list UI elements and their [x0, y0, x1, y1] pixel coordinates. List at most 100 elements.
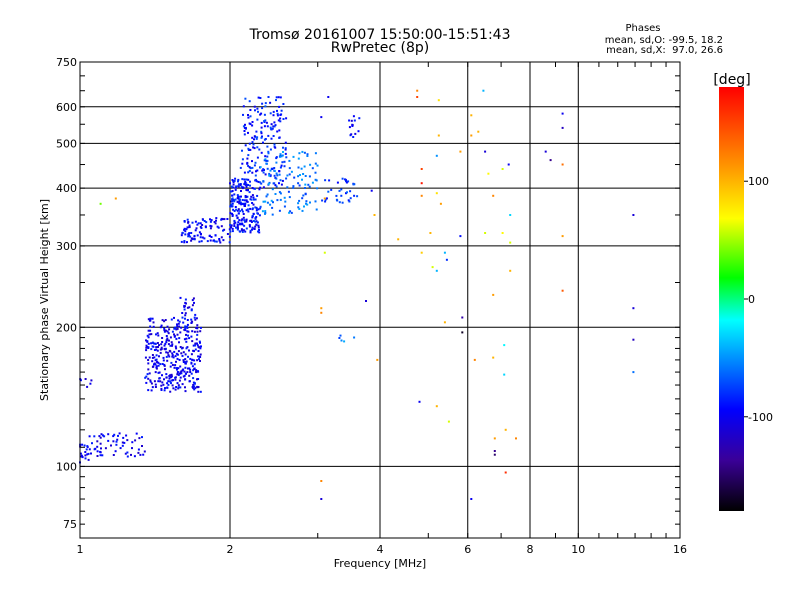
y-axis-label: Stationary phase Virtual Height [km]	[38, 199, 51, 401]
data-point	[213, 240, 216, 243]
data-point	[191, 237, 194, 240]
data-point	[177, 386, 180, 389]
data-point	[301, 178, 303, 181]
data-point	[237, 178, 240, 181]
scatter-points	[79, 89, 635, 500]
data-point	[233, 210, 236, 212]
data-point	[206, 240, 209, 243]
data-point	[349, 197, 352, 200]
data-point	[501, 168, 504, 170]
data-point	[192, 297, 195, 300]
data-point	[146, 373, 149, 376]
data-point	[149, 317, 152, 320]
data-point	[175, 360, 177, 363]
y-tick-label: 500	[56, 137, 77, 150]
data-point	[180, 370, 183, 373]
data-point	[272, 110, 275, 113]
data-point	[267, 152, 270, 155]
data-point	[148, 333, 151, 336]
data-point	[248, 166, 251, 169]
data-point	[258, 214, 261, 217]
data-point	[163, 344, 166, 347]
data-point	[168, 328, 171, 331]
data-point	[418, 400, 421, 403]
data-point	[302, 173, 305, 175]
data-point	[273, 167, 276, 169]
data-point	[263, 113, 266, 116]
data-point	[282, 146, 284, 149]
data-point	[197, 390, 200, 393]
data-point	[255, 178, 257, 181]
data-point	[162, 383, 165, 386]
data-point	[260, 112, 263, 115]
data-point	[352, 115, 355, 118]
data-point	[154, 342, 157, 345]
data-point	[632, 338, 635, 341]
data-point	[172, 356, 175, 359]
data-point	[230, 190, 232, 193]
data-point	[503, 344, 506, 347]
data-point	[238, 200, 241, 203]
data-point	[145, 344, 148, 347]
data-point	[247, 116, 250, 119]
data-point	[265, 121, 268, 124]
data-point	[154, 371, 157, 374]
data-point	[85, 448, 88, 451]
data-point	[275, 177, 278, 180]
data-point	[275, 96, 278, 99]
data-point	[373, 214, 376, 216]
data-point	[205, 221, 208, 224]
data-point	[561, 126, 564, 129]
data-point	[196, 342, 198, 345]
data-point	[270, 123, 273, 126]
data-point	[250, 195, 253, 198]
data-point	[279, 179, 282, 182]
data-point	[164, 387, 166, 390]
data-point	[251, 141, 254, 144]
data-point	[308, 185, 311, 188]
data-point	[175, 386, 178, 388]
data-point	[304, 192, 307, 195]
data-point	[119, 447, 122, 450]
data-point	[234, 188, 237, 191]
data-point	[341, 201, 344, 204]
phases-heading: Phases	[625, 23, 660, 34]
data-point	[264, 158, 267, 161]
data-point	[241, 202, 244, 205]
data-point	[257, 180, 260, 183]
data-point	[169, 365, 172, 368]
data-point	[137, 448, 140, 451]
data-point	[194, 344, 196, 347]
data-point	[103, 435, 106, 438]
data-point	[248, 100, 251, 103]
data-point	[182, 375, 185, 378]
data-point	[185, 340, 188, 343]
data-point	[159, 380, 162, 383]
data-point	[220, 236, 223, 239]
x-axis-label: Frequency [MHz]	[334, 557, 426, 570]
data-point	[328, 179, 331, 182]
data-point	[179, 365, 182, 368]
data-point	[473, 358, 476, 361]
data-point	[165, 373, 168, 376]
data-point	[168, 339, 170, 342]
data-point	[196, 333, 199, 336]
chart-title: Tromsø 20161007 15:50:00-15:51:43	[249, 27, 511, 43]
data-point	[236, 209, 239, 212]
data-point	[253, 138, 255, 141]
data-point	[470, 114, 473, 117]
data-point	[170, 318, 173, 321]
data-point	[297, 206, 300, 209]
data-point	[253, 198, 255, 201]
colorbar-label: [deg]	[713, 72, 750, 88]
data-point	[259, 205, 262, 208]
data-point	[249, 167, 252, 170]
data-point	[493, 450, 496, 452]
data-point	[278, 136, 281, 139]
data-point	[279, 198, 282, 201]
data-point	[122, 436, 125, 439]
data-point	[243, 130, 246, 132]
data-point	[145, 381, 148, 384]
data-point	[240, 219, 243, 222]
